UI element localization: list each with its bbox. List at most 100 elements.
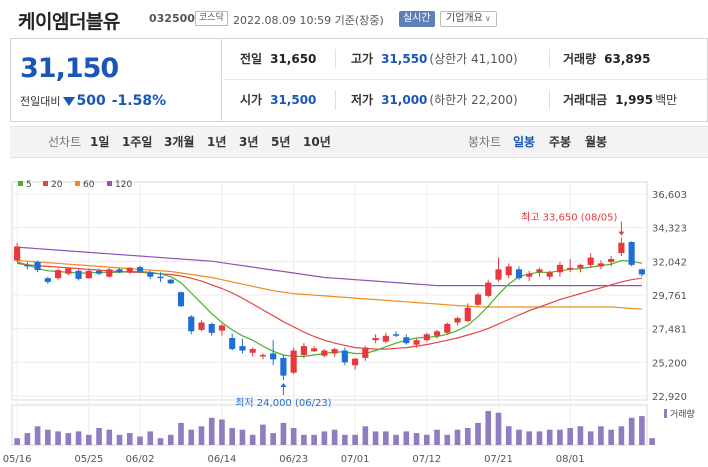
- price-plot-frame: [11, 181, 648, 401]
- volume-bar: [423, 434, 430, 445]
- candle-body: [106, 269, 113, 277]
- candle-body: [331, 349, 338, 354]
- amount-value: 1,995: [615, 93, 654, 107]
- volume-bar: [628, 417, 635, 445]
- x-tick-label: 08/01: [556, 454, 585, 465]
- candle-body: [157, 276, 164, 279]
- volume-bar: [516, 429, 522, 445]
- volume-bar: [362, 426, 369, 445]
- divider: [335, 90, 336, 110]
- candle-body: [167, 279, 174, 284]
- period-1y[interactable]: 1년: [207, 135, 227, 149]
- upper-limit: (상한가 41,100): [429, 52, 518, 66]
- volume-bar: [526, 431, 533, 445]
- candle-body: [474, 294, 482, 305]
- quote-timestamp: 2022.08.09 10:59 기준(장중): [233, 14, 384, 27]
- market-badge: 코스닥: [195, 11, 228, 26]
- candle-body: [300, 346, 307, 355]
- current-price-panel: 31,150 전일대비 500 -1.58%: [11, 39, 222, 121]
- prev-close-label: 전일: [240, 52, 263, 66]
- volume-bar: [383, 431, 389, 445]
- stock-code: 032500: [149, 12, 195, 25]
- y-tick-label: 36,603: [652, 190, 687, 201]
- current-price: 31,150: [20, 53, 119, 84]
- candle-body: [34, 261, 41, 271]
- volume-bar: [116, 434, 123, 445]
- volume-bar: [608, 429, 614, 445]
- chart-period-bar: 선차트 1일 1주일 3개월 1년 3년 5년 10년 봉차트 일봉 주봉 월봉: [10, 126, 708, 158]
- company-overview-button[interactable]: 기업개요 ∨: [440, 11, 497, 27]
- low-label: 저가: [351, 93, 374, 107]
- candle-daily[interactable]: 일봉: [513, 135, 536, 149]
- legend-swatch: [75, 181, 80, 186]
- candle-monthly[interactable]: 월봉: [585, 135, 608, 149]
- quote-row: 시가 31,500 저가 31,000 (하한가 22,200) 거래대금 1,995 백…: [223, 80, 707, 121]
- legend-label: 120: [115, 180, 132, 190]
- period-1w[interactable]: 1주일: [122, 135, 153, 149]
- quote-panel: 31,150 전일대비 500 -1.58% 전일 31,650 고가 31,550 (상…: [10, 38, 708, 122]
- candle-body: [505, 266, 512, 276]
- prev-close-value: 31,650: [270, 52, 317, 66]
- high-value: 31,550: [381, 52, 428, 66]
- period-5y[interactable]: 5년: [271, 135, 291, 149]
- period-3m[interactable]: 3개월: [164, 135, 195, 149]
- candle-body: [638, 269, 645, 275]
- candle-body: [311, 348, 318, 352]
- volume-bar: [65, 433, 72, 445]
- x-tick-label: 06/02: [126, 454, 155, 465]
- volume-label: 거래량: [563, 52, 597, 66]
- volume-bar: [106, 429, 113, 445]
- volume-bar: [536, 431, 543, 445]
- x-tick-label: 07/01: [341, 454, 370, 465]
- candle-body: [65, 268, 72, 274]
- volume-bar: [45, 429, 51, 445]
- candle-body: [270, 353, 277, 360]
- volume-bar: [239, 429, 246, 445]
- realtime-button[interactable]: 실시간: [399, 11, 435, 27]
- period-10y[interactable]: 10년: [303, 135, 331, 149]
- candle-weekly[interactable]: 주봉: [549, 135, 572, 149]
- y-tick-label: 32,042: [652, 257, 687, 268]
- volume-bar: [331, 429, 338, 445]
- low-price: 저가 31,000 (하한가 22,200): [351, 80, 518, 121]
- x-tick-label: 07/12: [412, 454, 441, 465]
- volume-bar: [85, 434, 92, 445]
- period-1d[interactable]: 1일: [90, 135, 110, 149]
- volume-bar: [598, 426, 604, 445]
- high-price: 고가 31,550 (상한가 41,100): [351, 39, 518, 80]
- volume-bar: [301, 434, 307, 445]
- candle-body: [321, 350, 328, 356]
- price-chart[interactable]: 36,603 34,323 32,042 29,761 27,481 25,200 22,9…: [0, 160, 708, 467]
- stock-name: 케이엠더블유: [18, 11, 120, 33]
- y-tick-label: 34,323: [652, 224, 687, 235]
- volume-bar: [96, 428, 102, 445]
- volume-bar: [14, 438, 20, 445]
- period-3y[interactable]: 3년: [239, 135, 259, 149]
- volume-bar: [342, 434, 348, 445]
- volume-bar: [444, 434, 451, 445]
- company-overview-label: 기업개요: [446, 13, 483, 24]
- change-row: 전일대비 500 -1.58%: [20, 93, 166, 109]
- volume-bar: [475, 422, 481, 445]
- candle-body: [259, 354, 266, 357]
- volume-bar: [577, 426, 584, 445]
- volume-bar: [75, 431, 82, 445]
- legend-swatch: [43, 181, 48, 186]
- volume-bar: [219, 419, 225, 445]
- candle-body: [515, 269, 523, 279]
- down-arrow-icon: [63, 97, 76, 106]
- volume-bar: [567, 428, 574, 445]
- candle-body: [362, 347, 369, 358]
- volume-bar: [55, 431, 61, 445]
- volume-bar: [270, 433, 276, 445]
- candle-body: [628, 242, 635, 265]
- high-annotation: 최고 33,650 (08/05): [521, 212, 617, 224]
- volume-bar: [587, 431, 594, 445]
- volume-bar: [505, 426, 512, 445]
- high-arrow-icon: [618, 231, 625, 236]
- legend-label: 60: [83, 180, 95, 190]
- volume-bar: [188, 429, 195, 445]
- candle-body: [433, 331, 441, 336]
- volume-bar: [229, 428, 236, 445]
- candle-body: [188, 316, 195, 332]
